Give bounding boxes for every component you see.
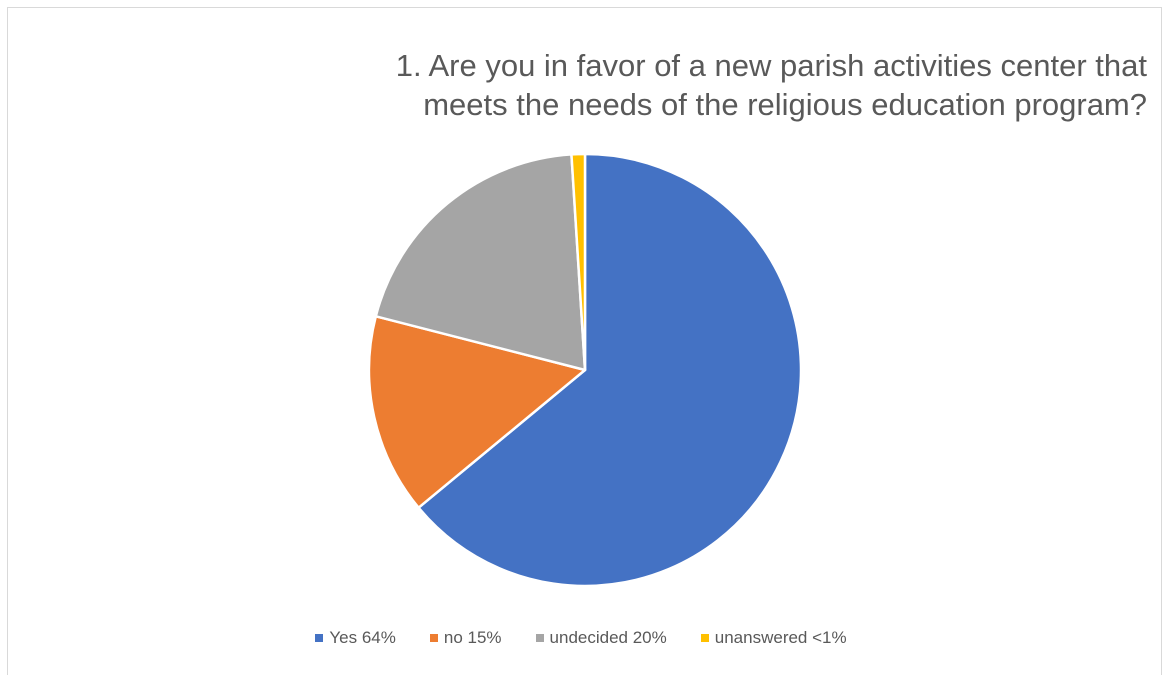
pie-slice-undecided: [374, 153, 587, 372]
legend-item-unanswered: unanswered <1%: [700, 628, 847, 648]
legend-item-no: no 15%: [429, 628, 502, 648]
chart-title: 1. Are you in favor of a new parish acti…: [240, 46, 1147, 124]
legend-label-yes: Yes 64%: [329, 628, 396, 647]
legend-label-undecided: undecided 20%: [549, 628, 667, 647]
pie-slice-unanswered: [570, 152, 587, 372]
legend-swatch-yes: [315, 634, 324, 642]
pie-slice-yes: [417, 152, 803, 588]
legend-item-undecided: undecided 20%: [535, 628, 667, 648]
legend-label-unanswered: unanswered <1%: [714, 628, 847, 647]
legend-swatch-unanswered: [700, 634, 709, 642]
pie-slice-no: [367, 315, 587, 509]
chart-title-line-1: 1. Are you in favor of a new parish acti…: [395, 48, 1147, 83]
chart-title-line-2: meets the needs of the religious educati…: [423, 87, 1147, 122]
legend-swatch-no: [429, 634, 438, 642]
chart-legend: Yes 64% no 15% undecided 20% unanswered …: [0, 628, 1162, 648]
legend-swatch-undecided: [535, 634, 544, 642]
legend-label-no: no 15%: [443, 628, 502, 647]
legend-item-yes: Yes 64%: [315, 628, 396, 648]
